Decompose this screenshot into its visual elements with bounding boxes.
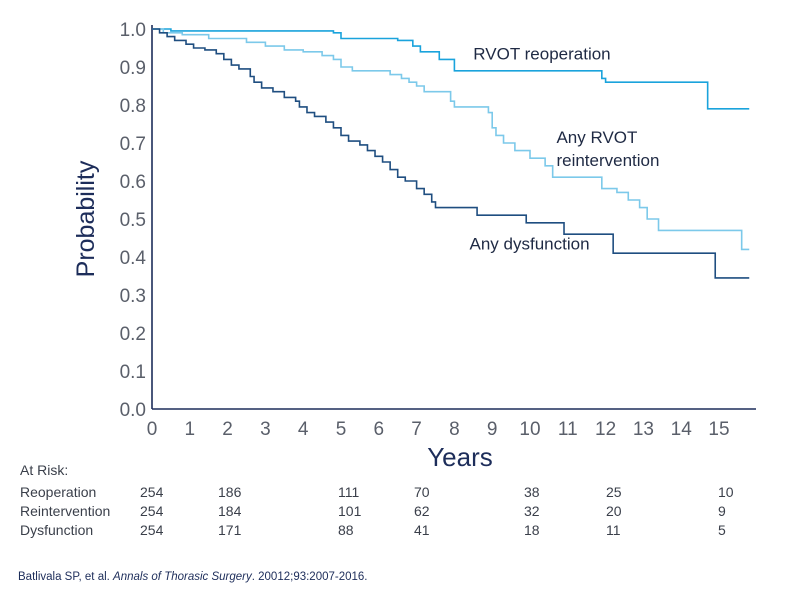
y-tick-label: 0.6 <box>120 172 146 193</box>
x-tick-label: 9 <box>487 419 498 440</box>
y-tick-label: 0.4 <box>120 248 147 269</box>
y-tick-label: 1.0 <box>120 20 146 41</box>
y-tick-label: 0.1 <box>120 362 146 383</box>
x-tick-label: 2 <box>222 419 233 440</box>
x-tick-label: 13 <box>633 419 654 440</box>
x-tick-label: 4 <box>298 419 309 440</box>
series-line-3 <box>152 28 750 279</box>
series-layer <box>152 28 750 279</box>
at-risk-cell: 254 <box>140 503 164 519</box>
at-risk-row-label: Dysfunction <box>20 522 94 538</box>
at-risk-cell: 184 <box>218 503 242 519</box>
y-tick-label: 0.3 <box>120 286 146 307</box>
at-risk-cell: 62 <box>414 503 430 519</box>
y-tick-label: 0.9 <box>120 58 146 79</box>
at-risk-cell: 101 <box>338 503 362 519</box>
at-risk-cell: 70 <box>414 484 430 500</box>
series-annotation: reintervention <box>556 151 659 170</box>
y-tick-label: 0.5 <box>120 210 146 231</box>
x-tick-label: 11 <box>558 419 578 440</box>
at-risk-cell: 254 <box>140 484 164 500</box>
y-axis-label: Probability <box>72 160 100 277</box>
x-tick-label: 14 <box>671 419 693 440</box>
x-axis-label: Years <box>427 442 493 472</box>
series-line-2 <box>152 28 750 251</box>
at-risk-cell: 25 <box>606 484 622 500</box>
at-risk-cell: 32 <box>524 503 540 519</box>
citation-journal: Annals of Thorasic Surgery <box>113 571 252 583</box>
at-risk-cell: 5 <box>718 522 726 538</box>
series-annotation: Any dysfunction <box>470 234 590 253</box>
x-tick-label: 1 <box>185 419 196 440</box>
series-line-1 <box>152 28 750 110</box>
at-risk-cell: 9 <box>718 503 726 519</box>
citation: Batlivala SP, et al. Annals of Thorasic … <box>18 571 368 583</box>
at-risk-title: At Risk: <box>20 462 69 478</box>
at-risk-cell: 10 <box>718 484 734 500</box>
x-tick-label: 10 <box>519 419 540 440</box>
series-annotation: RVOT reoperation <box>473 44 610 63</box>
y-tick-label: 0.8 <box>120 96 146 117</box>
x-tick-label: 12 <box>595 419 616 440</box>
x-tick-label: 8 <box>449 419 460 440</box>
at-risk-cell: 41 <box>414 522 430 538</box>
at-risk-cell: 20 <box>606 503 622 519</box>
x-tick-label: 5 <box>336 419 347 440</box>
at-risk-cell: 18 <box>524 522 540 538</box>
x-tick-label: 7 <box>411 419 422 440</box>
citation-details: . 20012;93:2007-2016. <box>251 571 368 583</box>
at-risk-cell: 171 <box>218 522 242 538</box>
at-risk-cell: 38 <box>524 484 540 500</box>
annotations: RVOT reoperation Any RVOT reintervention An… <box>470 44 660 253</box>
at-risk-row-label: Reintervention <box>20 503 111 519</box>
x-tick-label: 6 <box>374 419 385 440</box>
citation-authors: Batlivala SP, et al. <box>18 571 114 583</box>
at-risk-cell: 88 <box>338 522 354 538</box>
at-risk-cell: 254 <box>140 522 164 538</box>
y-tick-label: 0.7 <box>120 134 146 155</box>
at-risk-row-label: Reoperation <box>20 484 97 500</box>
y-tick-label: 0.0 <box>120 400 146 421</box>
x-tick-label: 0 <box>147 419 158 440</box>
x-tick-labels: 0 1 2 3 4 5 6 7 8 9 10 11 12 13 14 15 <box>147 419 730 440</box>
at-risk-cell: 11 <box>606 522 621 538</box>
at-risk-cell: 186 <box>218 484 242 500</box>
y-tick-labels: 0.0 0.1 0.2 0.3 0.4 0.5 0.6 0.7 0.8 0.9 1.0 <box>120 20 147 421</box>
y-tick-label: 0.2 <box>120 324 146 345</box>
series-annotation: Any RVOT <box>556 128 637 147</box>
x-tick-label: 3 <box>260 419 271 440</box>
axes <box>151 25 756 410</box>
x-tick-label: 15 <box>708 419 729 440</box>
at-risk-cell: 111 <box>338 484 360 500</box>
